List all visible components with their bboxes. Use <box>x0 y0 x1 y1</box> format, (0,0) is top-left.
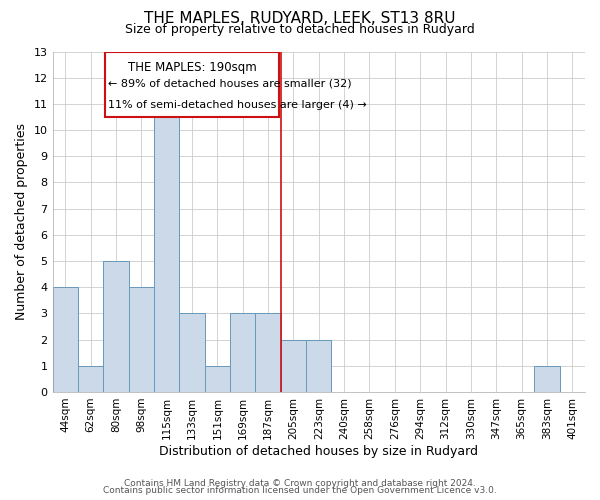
Bar <box>53 287 78 392</box>
Bar <box>230 314 256 392</box>
Text: Contains public sector information licensed under the Open Government Licence v3: Contains public sector information licen… <box>103 486 497 495</box>
Text: 11% of semi-detached houses are larger (4) →: 11% of semi-detached houses are larger (… <box>107 100 367 110</box>
Bar <box>306 340 331 392</box>
Text: Size of property relative to detached houses in Rudyard: Size of property relative to detached ho… <box>125 24 475 36</box>
Bar <box>256 314 281 392</box>
Text: THE MAPLES, RUDYARD, LEEK, ST13 8RU: THE MAPLES, RUDYARD, LEEK, ST13 8RU <box>144 11 456 26</box>
Text: THE MAPLES: 190sqm: THE MAPLES: 190sqm <box>128 60 256 74</box>
FancyBboxPatch shape <box>104 52 280 117</box>
Bar <box>534 366 560 392</box>
Y-axis label: Number of detached properties: Number of detached properties <box>15 123 28 320</box>
Text: Contains HM Land Registry data © Crown copyright and database right 2024.: Contains HM Land Registry data © Crown c… <box>124 478 476 488</box>
Bar <box>154 104 179 392</box>
Bar <box>128 287 154 392</box>
Bar <box>205 366 230 392</box>
Bar <box>78 366 103 392</box>
Bar <box>103 261 128 392</box>
X-axis label: Distribution of detached houses by size in Rudyard: Distribution of detached houses by size … <box>159 444 478 458</box>
Bar <box>281 340 306 392</box>
Bar <box>179 314 205 392</box>
Text: ← 89% of detached houses are smaller (32): ← 89% of detached houses are smaller (32… <box>107 79 351 89</box>
